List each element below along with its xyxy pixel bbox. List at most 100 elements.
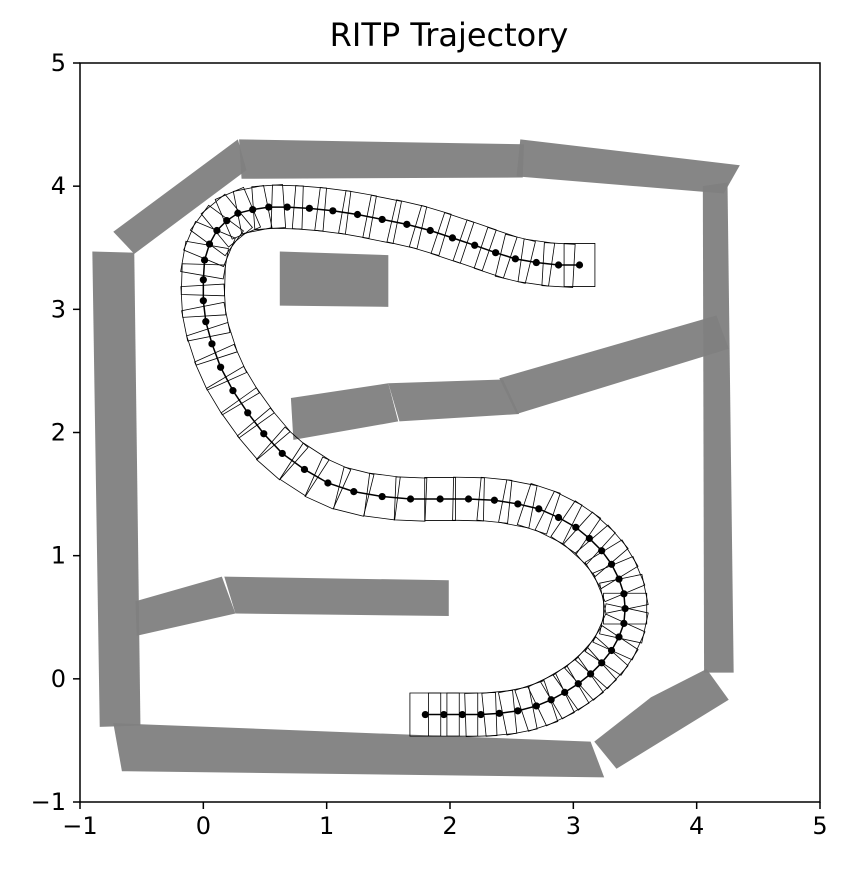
footprint-0 — [409, 692, 442, 737]
footprint-20 — [562, 511, 616, 566]
trajectory-point-25 — [490, 496, 498, 504]
footprint-10 — [564, 647, 618, 701]
footprint-52 — [338, 190, 377, 239]
footprint-27 — [424, 477, 456, 521]
trajectory-point-53 — [378, 215, 386, 224]
trajectory-point-19 — [598, 547, 606, 555]
footprint-24 — [498, 479, 538, 529]
footprint-12 — [584, 625, 639, 676]
footprint-45 — [200, 193, 253, 248]
trajectory-point-5 — [514, 707, 522, 715]
footprint-31 — [304, 456, 352, 510]
trajectory-point-41 — [199, 276, 207, 284]
footprint-18 — [584, 539, 639, 590]
y-axis: −1 0 1 2 3 4 5 — [31, 49, 80, 816]
footprint-25 — [476, 476, 513, 524]
trajectory-point-24 — [514, 500, 522, 508]
footprint-58 — [473, 226, 518, 279]
trajectory-point-40 — [199, 297, 207, 305]
footprint-19 — [574, 524, 629, 578]
x-tick-label-3: 2 — [442, 812, 457, 840]
obstacle-0 — [92, 251, 141, 727]
footprint-7 — [527, 673, 575, 727]
footprint-23 — [516, 483, 561, 535]
trajectory-point-30 — [350, 488, 358, 496]
footprint-62 — [563, 243, 596, 287]
footprint-57 — [452, 219, 497, 272]
trajectory-point-48 — [265, 203, 273, 211]
x-tick-label-2: 1 — [319, 812, 334, 840]
footprint-13 — [592, 613, 646, 661]
trajectory-point-31 — [324, 479, 332, 487]
trajectory-point-58 — [492, 249, 500, 257]
trajectory-point-2 — [458, 710, 466, 719]
footprint-15 — [603, 592, 648, 625]
trajectory-point-9 — [574, 680, 582, 688]
y-tick-label-1: 0 — [51, 665, 66, 693]
footprint-8 — [539, 665, 590, 720]
footprint-54 — [386, 199, 428, 250]
trajectory-point-27 — [436, 495, 444, 503]
y-tick-label-4: 3 — [51, 295, 66, 323]
y-tick-label-0: −1 — [31, 788, 66, 816]
x-tick-label-4: 3 — [566, 812, 581, 840]
x-tick-label-6: 5 — [812, 812, 827, 840]
obstacle-8 — [224, 576, 449, 617]
footprint-3 — [464, 692, 498, 738]
trajectory-point-8 — [561, 688, 569, 696]
trajectory-point-50 — [305, 204, 313, 212]
footprint-50 — [291, 185, 327, 232]
trajectory-point-29 — [378, 492, 386, 501]
trajectory-point-49 — [283, 203, 291, 211]
footprint-21 — [550, 500, 602, 555]
trajectory-point-17 — [615, 575, 623, 583]
trajectory-point-3 — [477, 710, 485, 719]
trajectory-point-14 — [620, 619, 628, 628]
obstacle-5 — [594, 668, 729, 769]
obstacle-4 — [702, 182, 734, 673]
trajectory-point-39 — [202, 318, 210, 326]
trajectory-point-12 — [607, 646, 616, 655]
obstacle-12 — [499, 315, 729, 415]
trajectory-point-15 — [621, 605, 629, 613]
footprint-22 — [534, 490, 583, 545]
trajectory-point-43 — [205, 240, 214, 248]
footprint-17 — [592, 556, 646, 603]
trajectory-point-21 — [572, 523, 580, 531]
x-tick-label-0: −1 — [62, 812, 97, 840]
trajectory-point-57 — [471, 241, 479, 249]
y-tick-label-3: 2 — [51, 419, 66, 447]
footprint-46 — [214, 186, 262, 240]
vehicle-footprints — [180, 184, 649, 738]
footprint-35 — [220, 387, 275, 439]
trajectory-point-7 — [547, 696, 555, 704]
trajectory-point-62 — [575, 261, 584, 269]
obstacle-2 — [239, 139, 524, 179]
footprint-14 — [599, 603, 649, 644]
footprint-55 — [408, 204, 452, 257]
footprint-1 — [428, 692, 460, 737]
trajectory-point-52 — [353, 210, 362, 219]
footprint-38 — [186, 322, 238, 366]
obstacles — [92, 139, 740, 778]
trajectory-point-10 — [587, 670, 595, 678]
footprint-51 — [314, 187, 352, 235]
x-tick-label-1: 0 — [196, 812, 211, 840]
trajectory-point-46 — [234, 209, 242, 217]
footprint-16 — [599, 573, 649, 614]
trajectory-point-13 — [615, 633, 623, 641]
y-tick-label-2: 1 — [51, 542, 66, 570]
trajectory-point-16 — [620, 590, 628, 598]
footprint-36 — [205, 365, 260, 416]
footprint-33 — [255, 426, 309, 481]
footprint-34 — [236, 407, 291, 460]
footprint-28 — [393, 476, 428, 522]
trajectory-point-11 — [598, 659, 606, 667]
trajectory-point-32 — [300, 465, 309, 474]
trajectory-point-51 — [329, 207, 337, 215]
footprint-60 — [517, 238, 556, 287]
footprint-43 — [183, 221, 236, 268]
footprint-6 — [514, 680, 559, 732]
trajectory-point-60 — [532, 258, 540, 267]
